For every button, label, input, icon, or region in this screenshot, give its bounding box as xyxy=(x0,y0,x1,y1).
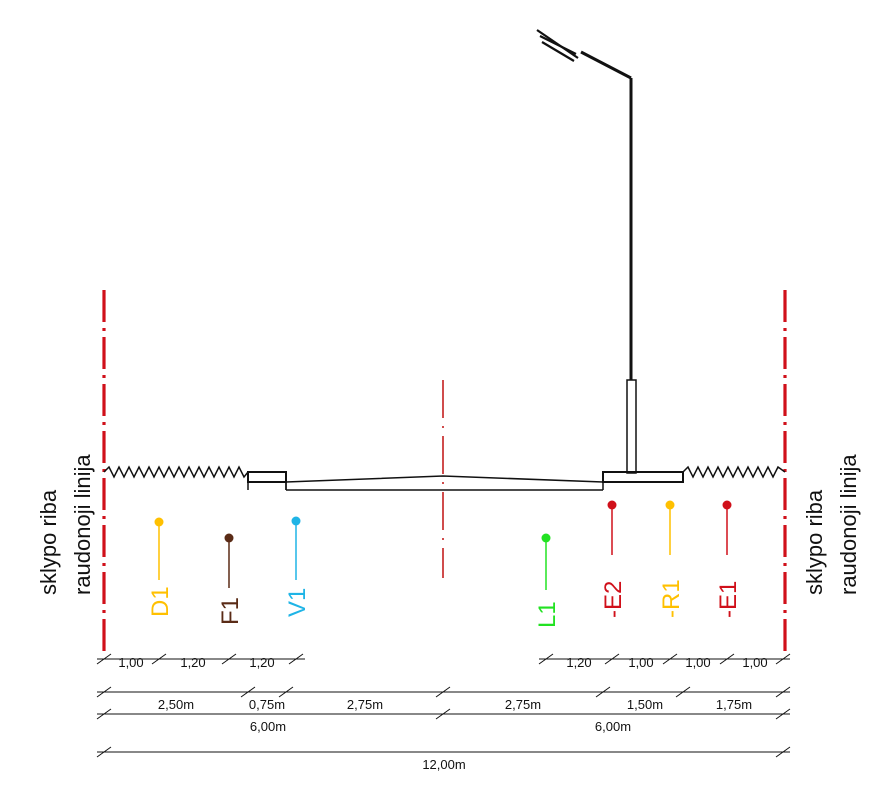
dimension-row-4 xyxy=(96,746,791,758)
dimension-row-3 xyxy=(96,708,791,720)
dim-row1-1: 1,20 xyxy=(180,655,205,670)
right-boundary-label-line2: raudonoji linija xyxy=(836,454,861,595)
dim-row1-3: 1,20 xyxy=(566,655,591,670)
dim-row4-0: 12,00m xyxy=(422,757,465,772)
dim-row1-0: 1,00 xyxy=(118,655,143,670)
dim-row1-6: 1,00 xyxy=(742,655,767,670)
dim-row1-4: 1,00 xyxy=(628,655,653,670)
dim-row2-0: 2,50m xyxy=(158,697,194,712)
utility-e2-label: -E2 xyxy=(600,581,627,618)
left-boundary-label: sklypo riba raudonoji linija xyxy=(36,454,95,595)
left-boundary-label-line2: raudonoji linija xyxy=(70,454,95,595)
dim-row2-3: 2,75m xyxy=(505,697,541,712)
dim-row1-5: 1,00 xyxy=(685,655,710,670)
right-boundary-label-line1: sklypo riba xyxy=(802,489,827,595)
dim-row2-4: 1,50m xyxy=(627,697,663,712)
utility-d1-label: D1 xyxy=(147,586,174,617)
dimension-row-1 xyxy=(96,653,791,665)
dim-row2-1: 0,75m xyxy=(249,697,285,712)
right-boundary-label: sklypo riba raudonoji linija xyxy=(802,454,861,595)
utility-r1: -R1 xyxy=(658,500,685,618)
utility-v1-label: V1 xyxy=(284,588,311,617)
green-strip-right xyxy=(682,465,786,479)
street-lamp xyxy=(536,29,637,474)
utility-r1-label: -R1 xyxy=(658,579,685,618)
left-boundary-label-line1: sklypo riba xyxy=(36,489,61,595)
utility-v1: V1 xyxy=(284,516,311,617)
dim-row2-2: 2,75m xyxy=(347,697,383,712)
utility-f1-label: F1 xyxy=(217,597,244,625)
utility-e2: -E2 xyxy=(600,500,627,618)
utility-f1: F1 xyxy=(217,533,244,625)
utility-l1: L1 xyxy=(534,533,561,628)
dimension-row-2 xyxy=(96,686,791,698)
green-strip-left xyxy=(103,465,249,479)
dim-row3-1: 6,00m xyxy=(595,719,631,734)
dim-row3-0: 6,00m xyxy=(250,719,286,734)
utility-l1-label: L1 xyxy=(534,601,561,628)
utility-e1: -E1 xyxy=(715,500,742,618)
dim-row2-5: 1,75m xyxy=(716,697,752,712)
dim-row1-2: 1,20 xyxy=(249,655,274,670)
utility-d1: D1 xyxy=(147,517,174,617)
road-surface xyxy=(247,471,684,491)
utility-e1-label: -E1 xyxy=(715,581,742,618)
